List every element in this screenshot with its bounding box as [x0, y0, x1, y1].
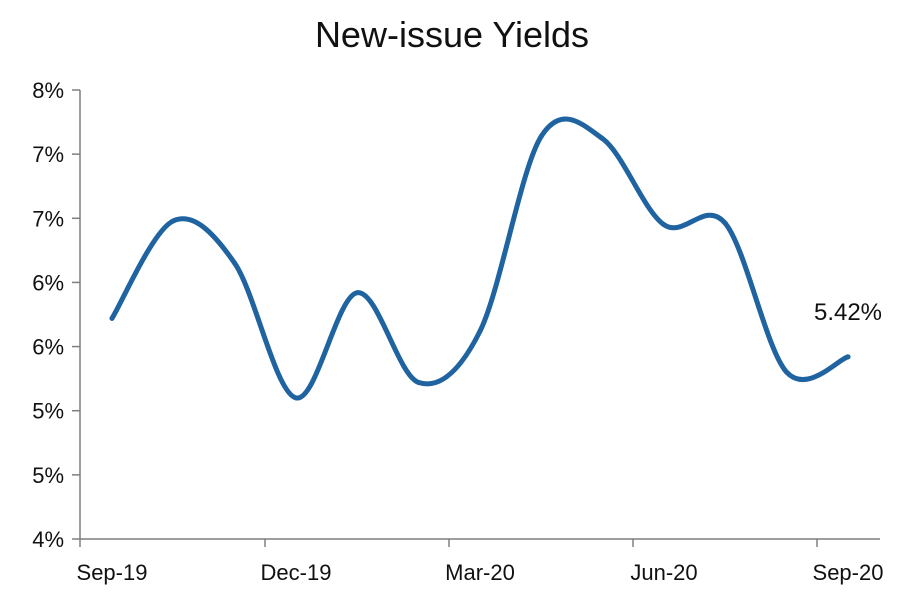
- y-tick-label: 6%: [32, 270, 64, 295]
- y-tick-label: 6%: [32, 335, 64, 360]
- data-point: [232, 260, 238, 266]
- chart-title: New-issue Yields: [314, 14, 590, 55]
- data-point: [354, 290, 360, 296]
- y-tick-label: 7%: [32, 206, 64, 231]
- x-tick-label: Mar-20: [445, 560, 515, 585]
- data-point: [477, 328, 483, 334]
- data-point: [600, 136, 606, 142]
- y-tick-label: 4%: [32, 527, 64, 552]
- x-tick-label: Sep-20: [813, 560, 884, 585]
- x-tick-label: Dec-19: [261, 560, 332, 585]
- data-point: [416, 379, 422, 385]
- data-point: [109, 315, 115, 321]
- data-label: 5.42%: [814, 299, 882, 326]
- y-tick-label: 7%: [32, 142, 64, 167]
- x-tick-label: Jun-20: [630, 560, 697, 585]
- data-point: [538, 133, 544, 139]
- data-point: [661, 222, 667, 228]
- data-point: [722, 220, 728, 226]
- series-line: [109, 116, 851, 401]
- data-point: [170, 218, 176, 224]
- y-tick-label: 5%: [32, 463, 64, 488]
- y-tick-label: 8%: [32, 78, 64, 103]
- y-tick-label: 5%: [32, 399, 64, 424]
- data-point: [784, 369, 790, 375]
- x-tick-label: Sep-19: [77, 560, 148, 585]
- data-point: [293, 395, 299, 401]
- data-point: [845, 354, 851, 360]
